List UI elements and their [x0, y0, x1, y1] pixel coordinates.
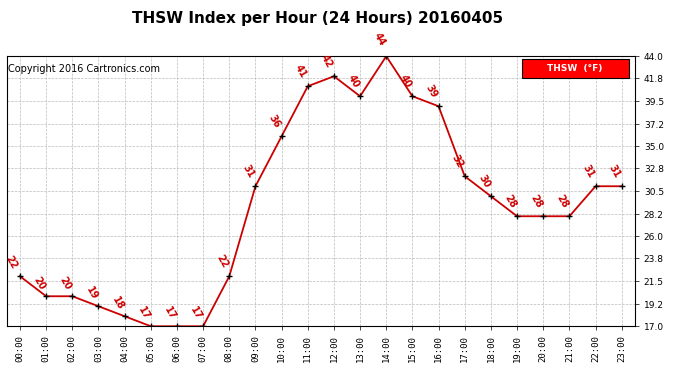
Text: 17: 17 — [188, 305, 204, 322]
Text: 44: 44 — [372, 31, 387, 48]
Text: 40: 40 — [397, 73, 413, 89]
Text: 30: 30 — [476, 172, 492, 189]
Text: 22: 22 — [215, 253, 230, 269]
Text: 17: 17 — [162, 305, 178, 322]
Text: 40: 40 — [346, 73, 361, 89]
Text: 19: 19 — [83, 285, 99, 302]
Text: 28: 28 — [502, 192, 518, 209]
Text: 41: 41 — [293, 63, 308, 79]
Text: 17: 17 — [136, 305, 152, 322]
Text: 22: 22 — [4, 254, 19, 271]
Text: 31: 31 — [581, 163, 596, 179]
Text: 36: 36 — [267, 112, 282, 129]
Text: THSW Index per Hour (24 Hours) 20160405: THSW Index per Hour (24 Hours) 20160405 — [132, 11, 503, 26]
Text: 20: 20 — [32, 275, 47, 292]
Text: 31: 31 — [607, 163, 622, 179]
Text: 28: 28 — [529, 192, 544, 209]
Text: 28: 28 — [555, 192, 570, 209]
Text: 18: 18 — [110, 295, 126, 312]
Text: 39: 39 — [424, 82, 440, 99]
FancyBboxPatch shape — [522, 59, 629, 78]
Text: 42: 42 — [319, 53, 335, 69]
Text: 20: 20 — [58, 275, 73, 292]
Text: 31: 31 — [241, 163, 256, 179]
Text: Copyright 2016 Cartronics.com: Copyright 2016 Cartronics.com — [8, 64, 160, 74]
Text: THSW  (°F): THSW (°F) — [547, 64, 603, 73]
Text: 32: 32 — [450, 153, 466, 169]
